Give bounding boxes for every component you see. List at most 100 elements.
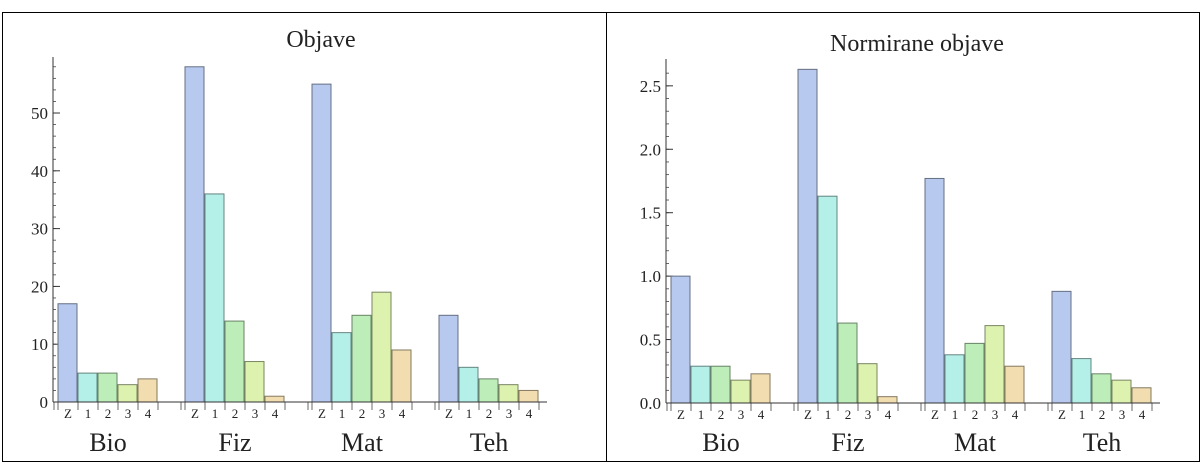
bar — [984, 325, 1005, 404]
bar — [117, 384, 138, 403]
bar — [837, 322, 858, 404]
bar-label: 2 — [972, 407, 979, 422]
bar-label: 3 — [379, 406, 386, 421]
y-tick-label: 30 — [31, 220, 48, 239]
bar-label: Z — [64, 406, 72, 421]
bar — [184, 66, 205, 403]
bar-label: Z — [1058, 407, 1066, 422]
bar-label: 2 — [845, 407, 852, 422]
bar — [311, 83, 332, 403]
bar-label: 3 — [738, 407, 745, 422]
bar-label: 1 — [339, 406, 346, 421]
bar-label: 4 — [1012, 407, 1019, 422]
chart-panel-publications: Objave 0 10 20 30 40 50 Z 1 2 3 4 Bio Z 1 2 3 4 Fiz Z 1 2 3 4 Ma… — [2, 12, 608, 462]
bar — [1071, 358, 1092, 404]
y-tick-label: 1.0 — [640, 267, 661, 286]
y-tick-label: 1.5 — [640, 204, 661, 223]
bar-label: Z — [677, 407, 685, 422]
bar — [670, 275, 691, 404]
bar-label: 3 — [1119, 407, 1126, 422]
bar-label: Z — [191, 406, 199, 421]
y-tick-label: 0.0 — [640, 394, 661, 413]
bar — [710, 365, 731, 404]
bar-label: 1 — [466, 406, 473, 421]
category-label: Fiz — [218, 428, 251, 457]
bar-label: 4 — [272, 406, 279, 421]
bar — [964, 342, 985, 404]
bar-label: 2 — [232, 406, 239, 421]
bar — [1111, 379, 1132, 404]
bar-label: Z — [445, 406, 453, 421]
bar — [1004, 365, 1025, 404]
bar-label: Z — [318, 406, 326, 421]
bar — [57, 303, 78, 403]
bar — [944, 354, 965, 404]
bar-label: 1 — [212, 406, 219, 421]
bar-label: 2 — [359, 406, 366, 421]
y-tick-label: 2.5 — [640, 77, 661, 96]
bar — [877, 396, 898, 404]
bar-label: 3 — [506, 406, 513, 421]
bar-label: 1 — [952, 407, 959, 422]
bar — [690, 365, 711, 404]
bar — [857, 363, 878, 404]
category-label: Mat — [341, 428, 384, 457]
y-tick-label: 0.5 — [640, 331, 661, 350]
bar — [458, 366, 479, 403]
bar-label: 3 — [125, 406, 132, 421]
bar — [391, 349, 412, 403]
category-label: Bio — [702, 428, 740, 457]
bar — [331, 332, 352, 403]
bar — [797, 68, 818, 404]
bar-label: 4 — [885, 407, 892, 422]
bar-label: Z — [804, 407, 812, 422]
category-label: Fiz — [831, 428, 864, 457]
bar — [750, 373, 771, 404]
y-tick-label: 50 — [31, 104, 48, 123]
bar-label: 2 — [486, 406, 493, 421]
bar — [924, 177, 945, 404]
bar — [371, 291, 392, 403]
bar-label: 4 — [145, 406, 152, 421]
bar-label: 4 — [758, 407, 765, 422]
y-tick-label: 20 — [31, 277, 48, 296]
bar — [137, 378, 158, 403]
bar — [77, 372, 98, 403]
bar — [264, 395, 285, 403]
chart-title: Objave — [286, 27, 355, 53]
category-label: Mat — [954, 428, 997, 457]
bar — [478, 378, 499, 403]
bar-label: 4 — [526, 406, 533, 421]
bar-label: 1 — [1079, 407, 1086, 422]
bar — [1131, 387, 1152, 404]
bar-label: Z — [931, 407, 939, 422]
bar-label: 3 — [992, 407, 999, 422]
y-tick-label: 40 — [31, 162, 48, 181]
bar — [97, 372, 118, 403]
bar-label: 2 — [105, 406, 112, 421]
category-label: Teh — [470, 428, 509, 457]
bar — [438, 314, 459, 403]
bar-label: 4 — [1139, 407, 1146, 422]
bar — [1051, 290, 1072, 404]
bar-label: 3 — [252, 406, 259, 421]
category-label: Bio — [89, 428, 127, 457]
y-tick-label: 10 — [31, 335, 48, 354]
category-label: Teh — [1083, 428, 1122, 457]
bar — [817, 195, 838, 404]
y-tick-label: 2.0 — [640, 140, 661, 159]
bar — [1091, 373, 1112, 404]
chart-title: Normirane objave — [830, 31, 1004, 57]
bar — [244, 361, 265, 403]
